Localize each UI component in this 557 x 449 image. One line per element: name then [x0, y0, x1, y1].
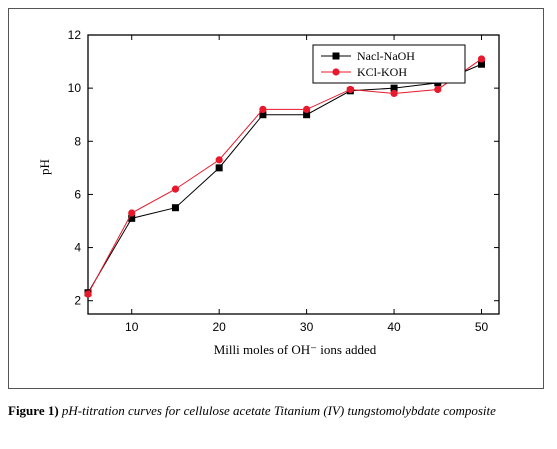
legend-label: KCl-KOH: [357, 65, 407, 79]
y-tick-label: 2: [74, 294, 81, 308]
data-point-square: [303, 111, 311, 119]
legend-marker-square: [332, 52, 340, 60]
x-axis-label: Milli moles of OH⁻ ions added: [214, 342, 377, 357]
series-line-2: [87, 58, 482, 295]
data-point-circle: [215, 156, 223, 164]
plot-area-border: [87, 34, 500, 315]
y-tick-label: 8: [74, 134, 81, 148]
series-line-1: [87, 63, 482, 293]
data-point-square: [390, 84, 398, 92]
data-point-circle: [259, 105, 267, 113]
data-point-circle: [171, 185, 180, 193]
data-point-circle: [477, 55, 486, 63]
data-point-circle: [346, 85, 354, 94]
data-point-square: [171, 204, 179, 212]
data-point-square: [478, 60, 486, 68]
x-tick-label: 50: [475, 320, 489, 334]
data-point-square: [215, 164, 223, 172]
chart-series: [84, 55, 486, 298]
x-tick-label: 10: [125, 320, 139, 334]
y-tick-label: 10: [68, 81, 82, 95]
y-axis-label: pH: [37, 159, 52, 175]
x-tick-label: 40: [387, 320, 401, 334]
data-point-square: [259, 111, 267, 119]
legend-marker-circle: [332, 68, 340, 76]
line-chart: 10 20 30 40 50 2 4 6 8 10 12 Nacl-NaOH KCl-KOH Mill…: [37, 28, 500, 357]
chart-legend: Nacl-NaOH KCl-KOH: [312, 44, 466, 84]
figure-caption: Figure 1) pH-titration curves for cellul…: [8, 401, 548, 420]
data-point-square: [128, 214, 136, 222]
x-tick-label: 20: [212, 320, 226, 334]
y-tick-label: 6: [74, 187, 81, 201]
legend-label: Nacl-NaOH: [357, 49, 415, 63]
figure-frame: 10 20 30 40 50 2 4 6 8 10 12 Nacl-NaOH KCl-KOH Mill…: [8, 8, 544, 389]
data-point-circle: [84, 290, 92, 298]
y-tick-label: 4: [74, 241, 81, 255]
y-tick-label: 12: [68, 28, 82, 42]
caption-label: Figure 1): [8, 403, 59, 418]
caption-text: pH-titration curves for cellulose acetat…: [61, 403, 496, 418]
data-point-circle: [303, 105, 311, 113]
data-point-circle: [434, 85, 442, 94]
data-point-circle: [390, 89, 398, 98]
legend-box: [312, 44, 466, 84]
chart-axes: 10 20 30 40 50 2 4 6 8 10 12: [68, 28, 500, 334]
data-point-circle: [128, 209, 136, 217]
x-tick-label: 30: [300, 320, 314, 334]
